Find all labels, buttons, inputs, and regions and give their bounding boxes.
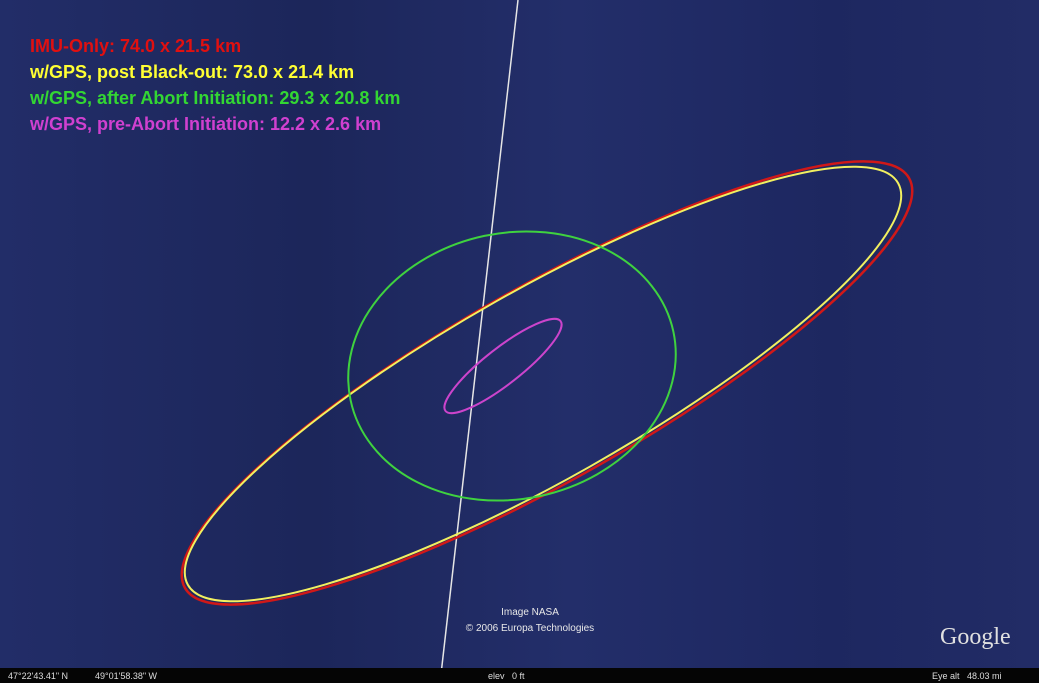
track-line xyxy=(439,0,519,683)
elevation: elev 0 ft xyxy=(488,671,525,681)
ocean xyxy=(0,0,1039,668)
credit: © 2006 Europa Technologies xyxy=(466,623,594,634)
logo: Google xyxy=(940,624,1011,650)
legend-entry: w/GPS, post Black-out: 73.0 x 21.4 km xyxy=(29,62,354,82)
eye-altitude: Eye alt 48.03 mi xyxy=(932,671,1002,681)
status-bar xyxy=(0,668,1039,683)
longitude: 49°01'58.38" W xyxy=(95,671,158,681)
credit: Image NASA xyxy=(501,607,559,618)
legend-entry: IMU-Only: 74.0 x 21.5 km xyxy=(30,36,241,56)
latitude: 47°22'43.41" N xyxy=(8,671,68,681)
legend-entry: w/GPS, pre-Abort Initiation: 12.2 x 2.6 … xyxy=(29,114,381,134)
ellipse-after-abort xyxy=(347,230,677,502)
ellipse-pre-abort xyxy=(443,317,563,415)
legend-entry: w/GPS, after Abort Initiation: 29.3 x 20… xyxy=(29,88,400,108)
ellipse-post-blackout xyxy=(183,165,903,603)
